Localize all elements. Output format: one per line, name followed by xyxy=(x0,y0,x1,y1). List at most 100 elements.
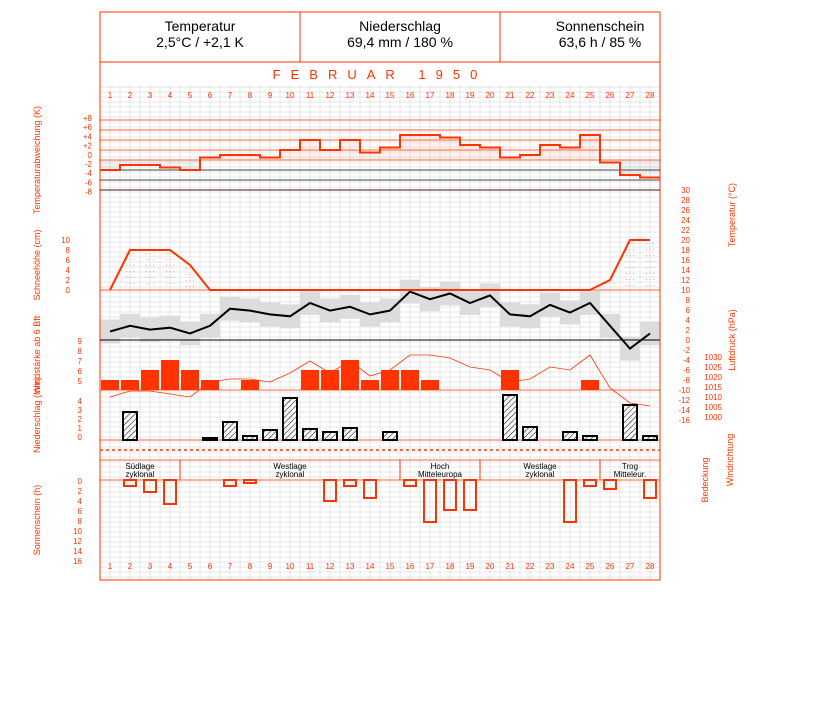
wind-tick: 9 xyxy=(78,337,83,346)
anomaly-bar xyxy=(300,140,320,160)
sunshine-tick: 12 xyxy=(73,537,82,546)
precip-bar xyxy=(382,431,398,441)
wind-axis-label: Windstärke ab 6 Bft xyxy=(32,315,42,394)
snow-dots: . . . xyxy=(646,276,655,282)
snow-dots: . . . xyxy=(126,268,135,274)
sunshine-axis-label: Sonnenschein (h) xyxy=(32,485,42,556)
day-label-top: 17 xyxy=(426,91,435,100)
header-sunshine-label: Sonnenschein xyxy=(555,18,645,34)
anomaly-tick: +8 xyxy=(83,114,93,123)
precip-tick: 0 xyxy=(78,433,83,442)
day-label-bottom: 22 xyxy=(526,562,535,571)
anomaly-bar xyxy=(360,152,380,160)
sunshine-bar xyxy=(643,479,657,499)
wind-bar xyxy=(381,370,399,390)
sunshine-bar xyxy=(563,479,577,523)
pressure-tick: 1005 xyxy=(704,403,722,412)
weather-type-sub: Mitteleur. xyxy=(614,470,646,479)
temperature-tick: -2 xyxy=(683,346,691,355)
wind-tick: 8 xyxy=(78,347,83,356)
day-label-top: 4 xyxy=(168,91,173,100)
anomaly-bar xyxy=(180,160,200,170)
precip-bar xyxy=(562,431,578,441)
day-label-bottom: 17 xyxy=(426,562,435,571)
anomaly-step-line xyxy=(100,134,660,179)
temperature-tick: -8 xyxy=(683,376,691,385)
anomaly-bar xyxy=(580,135,600,160)
sunshine-bar xyxy=(343,479,357,487)
weather-type-sub: zyklonal xyxy=(276,470,305,479)
day-label-bottom: 21 xyxy=(506,562,515,571)
anomaly-bar xyxy=(120,160,140,165)
anomaly-bar xyxy=(100,160,120,170)
day-label-bottom: 5 xyxy=(188,562,193,571)
wind-bar xyxy=(201,380,219,390)
snow-dots: . . . xyxy=(646,240,655,246)
day-label-bottom: 18 xyxy=(446,562,455,571)
wind-bar xyxy=(301,370,319,390)
anomaly-bar xyxy=(640,160,660,178)
snow-dots: . . . xyxy=(146,280,155,286)
anomaly-tick: +2 xyxy=(83,142,93,151)
temperature-tick: 16 xyxy=(681,256,690,265)
day-label-bottom: 1 xyxy=(108,562,113,571)
wind-bar xyxy=(581,380,599,390)
panel-frames xyxy=(99,11,661,581)
snow-dots: . . . xyxy=(626,270,635,276)
sunshine-tick: 4 xyxy=(78,497,83,506)
header-precipitation: Niederschlag 69,4 mm / 180 % xyxy=(301,18,499,50)
precip-bar xyxy=(342,427,358,441)
day-label-top: 21 xyxy=(506,91,515,100)
header-temperature-label: Temperatur xyxy=(164,18,236,34)
weather-type-sub: zyklonal xyxy=(526,470,555,479)
day-label-top: 9 xyxy=(268,91,273,100)
precip-bar xyxy=(582,435,598,441)
chart-frame xyxy=(99,11,661,581)
sunshine-bar xyxy=(583,479,597,487)
day-label-bottom: 23 xyxy=(546,562,555,571)
wind-bar xyxy=(361,380,379,390)
day-label-bottom: 2 xyxy=(128,562,133,571)
day-label-top: 10 xyxy=(286,91,295,100)
snow-dots: . . . xyxy=(146,262,155,268)
precip-axis-label: Niederschlag (mm) xyxy=(32,377,42,453)
temperature-tick: 30 xyxy=(681,186,690,195)
snow-dots: . . . xyxy=(646,258,655,264)
day-label-bottom: 26 xyxy=(606,562,615,571)
temperature-tick: 12 xyxy=(681,276,690,285)
sunshine-bar xyxy=(323,479,337,502)
weather-type-label: Westlage xyxy=(273,462,307,471)
wind-bar xyxy=(321,370,339,390)
snow-dots: . . . xyxy=(166,256,175,262)
sunshine-bar xyxy=(423,479,437,523)
day-label-top: 12 xyxy=(326,91,335,100)
wind-bar xyxy=(161,360,179,390)
sunshine-tick: 14 xyxy=(73,547,82,556)
snow-dots: . . . xyxy=(626,252,635,258)
snow-dots: . . . xyxy=(126,262,135,268)
day-label-bottom: 16 xyxy=(406,562,415,571)
temperature-tick: 2 xyxy=(686,326,691,335)
precip-bar xyxy=(122,411,138,441)
anomaly-bar xyxy=(140,160,160,165)
weather-type-label: Hoch xyxy=(431,462,450,471)
temperature-tick: 22 xyxy=(681,226,690,235)
snow-dots: . . . xyxy=(646,252,655,258)
snow-tick: 2 xyxy=(66,276,71,285)
precip-bar xyxy=(522,426,538,441)
pressure-tick: 1020 xyxy=(704,373,722,382)
snow-dots: . . . xyxy=(606,280,615,286)
temperature-tick: -10 xyxy=(678,386,690,395)
sunshine-bar xyxy=(223,479,237,487)
temperature-tick: 26 xyxy=(681,206,690,215)
weather-type-sub: zyklonal xyxy=(126,470,155,479)
anomaly-tick: -8 xyxy=(85,188,93,197)
pressure-axis-label: Luftdruck (hPa) xyxy=(727,309,737,371)
anomaly-bar xyxy=(480,147,500,160)
anomaly-bar xyxy=(220,155,240,160)
anomaly-bar xyxy=(200,157,220,160)
snow-dots: . . . xyxy=(186,277,195,283)
temperature-tick: -16 xyxy=(678,416,690,425)
anomaly-tick: -2 xyxy=(85,160,93,169)
pressure-tick: 1000 xyxy=(704,413,722,422)
